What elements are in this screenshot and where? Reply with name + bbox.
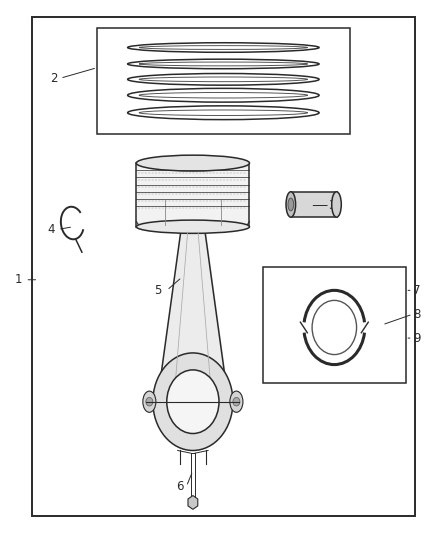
Ellipse shape (288, 198, 293, 211)
Ellipse shape (136, 220, 250, 233)
Bar (32, 17, 415, 516)
Ellipse shape (143, 391, 156, 413)
Text: 6: 6 (176, 480, 184, 493)
Circle shape (167, 370, 219, 433)
Text: 5: 5 (154, 284, 162, 297)
Ellipse shape (136, 155, 250, 171)
Text: 8: 8 (413, 308, 421, 321)
Ellipse shape (127, 59, 319, 69)
Ellipse shape (139, 77, 307, 82)
Bar (262, 266, 406, 383)
Text: 3: 3 (328, 199, 336, 212)
Text: 4: 4 (48, 223, 55, 236)
Circle shape (146, 398, 153, 406)
Text: 7: 7 (413, 284, 421, 297)
Circle shape (153, 353, 233, 450)
Ellipse shape (127, 43, 319, 52)
Bar (97, 28, 350, 134)
Ellipse shape (230, 391, 243, 413)
Ellipse shape (139, 110, 307, 116)
Ellipse shape (286, 192, 296, 217)
Ellipse shape (127, 74, 319, 85)
Text: 1: 1 (15, 273, 22, 286)
Text: 9: 9 (413, 332, 421, 344)
Bar (291, 192, 336, 217)
Circle shape (233, 398, 240, 406)
Ellipse shape (332, 192, 341, 217)
Ellipse shape (139, 62, 307, 66)
Ellipse shape (127, 88, 319, 102)
Circle shape (312, 301, 357, 354)
Ellipse shape (139, 93, 307, 98)
Ellipse shape (127, 106, 319, 119)
Text: 2: 2 (50, 72, 57, 85)
Bar (136, 163, 250, 227)
Ellipse shape (139, 46, 307, 50)
